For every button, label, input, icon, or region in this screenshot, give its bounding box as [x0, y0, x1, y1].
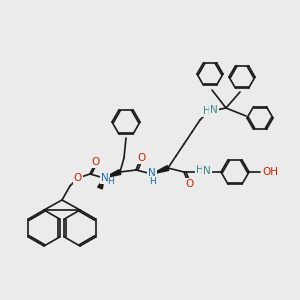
Text: H: H	[106, 178, 113, 187]
Text: O: O	[74, 173, 82, 183]
Text: N: N	[148, 168, 156, 178]
Text: N: N	[101, 173, 109, 183]
Text: H: H	[196, 165, 204, 175]
Polygon shape	[152, 166, 169, 174]
Text: O: O	[91, 157, 99, 167]
Polygon shape	[98, 178, 104, 189]
Text: N: N	[203, 166, 211, 176]
Text: H: H	[150, 176, 156, 185]
Text: O: O	[185, 179, 193, 189]
Text: OH: OH	[262, 167, 278, 177]
Text: O: O	[137, 153, 145, 163]
Polygon shape	[104, 170, 121, 178]
Text: N: N	[210, 105, 218, 115]
Text: H: H	[203, 106, 211, 116]
